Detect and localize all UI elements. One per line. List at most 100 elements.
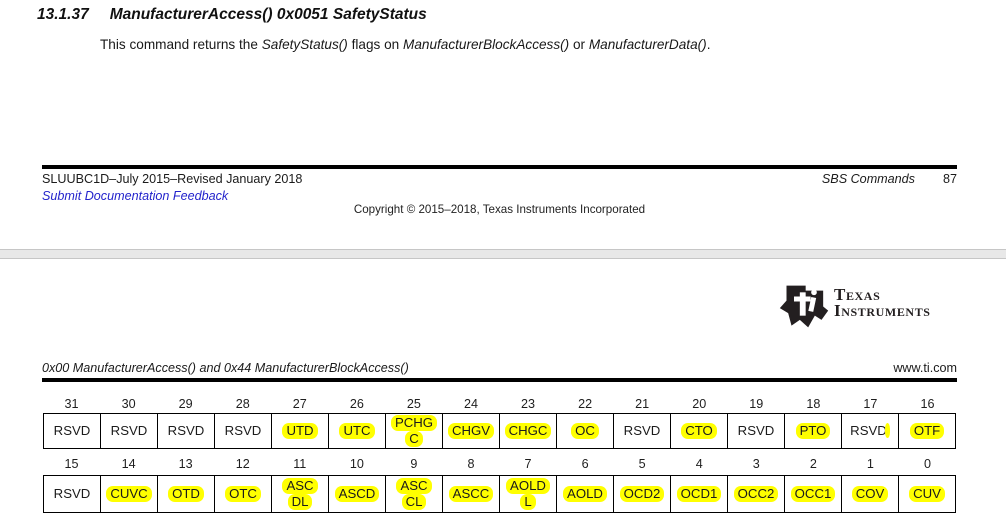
register-cell-label: RSVD (167, 423, 205, 438)
feedback-link[interactable]: Submit Documentation Feedback (42, 189, 229, 203)
body-segment: flags on (347, 37, 403, 52)
register-cell-label: ASCC (448, 486, 494, 502)
footer-rule (42, 165, 957, 169)
bit-number: 4 (695, 457, 703, 471)
ti-wordmark-line2: Instruments (834, 301, 931, 320)
register-cell-label: C (405, 431, 423, 447)
bit-number: 15 (64, 457, 79, 471)
register-cell-oc: OC (557, 413, 614, 449)
register-cell-pto: PTO (785, 413, 842, 449)
register-cell-label: OTF (909, 423, 945, 439)
register-cell-label: RSVD (110, 423, 148, 438)
bit-number: 8 (467, 457, 475, 471)
ti-website-link[interactable]: www.ti.com (893, 361, 957, 375)
register-cell-rsvd: RSVD (101, 413, 158, 449)
bit-number: 9 (410, 457, 418, 471)
register-cell-label: OC (571, 423, 599, 439)
body-segment: This command returns the (100, 37, 262, 52)
bit-number: 13 (178, 457, 193, 471)
header-commands-label: 0x00 ManufacturerAccess() and 0x44 Manuf… (42, 361, 409, 375)
bit-numbers-row-2: 15 14 13 12 11 10 9 8 7 6 5 4 3 2 1 0 (43, 456, 956, 473)
doc-revision: SLUUBC1D–July 2015–Revised January 2018 (42, 172, 303, 186)
bit-number: 2 (809, 457, 817, 471)
bit-number: 5 (638, 457, 646, 471)
body-segment: ManufacturerBlockAccess() (403, 37, 570, 52)
register-cell-label: CUV (909, 486, 945, 502)
bit-number: 27 (292, 397, 307, 411)
bit-number: 0 (923, 457, 931, 471)
register-cell-label: CL (401, 494, 427, 510)
register-cell-rsvd: RSVD (158, 413, 215, 449)
register-cell-label: DL (287, 494, 313, 510)
register-cell-occ2: OCC2 (728, 475, 785, 513)
highlight-sliver (884, 423, 890, 438)
register-cell-label: PTO (795, 423, 831, 439)
bit-numbers-row-1: 31 30 29 28 27 26 25 24 23 22 21 20 19 18 17 16 (43, 396, 956, 413)
register-cell-label: OCC2 (733, 486, 779, 502)
body-segment: . (706, 37, 711, 52)
ti-wordmark-line1: Texas (834, 285, 881, 304)
bit-number: 1 (866, 457, 874, 471)
register-cell-label: OCD2 (619, 486, 665, 502)
bit-number: 20 (692, 397, 707, 411)
register-cell-occ1: OCC1 (785, 475, 842, 513)
register-cell-pchgc: PCHG C (386, 413, 443, 449)
section-heading: 13.1.37 ManufacturerAccess() 0x0051 Safe… (37, 6, 427, 24)
register-cell-ascdl: ASC DL (272, 475, 329, 513)
bit-number: 25 (406, 397, 421, 411)
bit-number: 24 (463, 397, 478, 411)
bit-number: 21 (635, 397, 650, 411)
register-cell-label: CHGC (504, 423, 552, 439)
register-cell-ocd2: OCD2 (614, 475, 671, 513)
bit-number: 28 (235, 397, 250, 411)
bit-number: 30 (121, 397, 136, 411)
page-header-line: 0x00 ManufacturerAccess() and 0x44 Manuf… (42, 361, 957, 375)
bit-number: 26 (349, 397, 364, 411)
bit-number: 7 (524, 457, 532, 471)
register-cell-label: CUVC (106, 486, 152, 502)
register-cell-ocd1: OCD1 (671, 475, 728, 513)
register-cells-row-1: RSVD RSVD RSVD RSVD UTD UTC PCHG C CHGV CHGC OC RSV… (43, 413, 956, 449)
register-cell-label: AOLD (506, 478, 550, 494)
register-cell-label: RSVD (623, 423, 661, 438)
bit-number: 14 (121, 457, 136, 471)
register-cell-cuv: CUV (899, 475, 956, 513)
ti-logo: Texas Instruments (779, 283, 931, 330)
register-cell-cuvc: CUVC (101, 475, 158, 513)
body-paragraph: This command returns the SafetyStatus() … (100, 37, 710, 52)
ti-bug-icon (779, 283, 829, 330)
register-cell-label: OCD1 (676, 486, 722, 502)
register-cell-cto: CTO (671, 413, 728, 449)
bit-number: 17 (863, 397, 878, 411)
register-cell-chgv: CHGV (443, 413, 500, 449)
register-cell-label: RSVD (737, 423, 775, 438)
register-cell-ascc: ASCC (443, 475, 500, 513)
page-number: 87 (942, 172, 957, 186)
register-cell-label: RSVD (849, 423, 891, 439)
register-cell-otd: OTD (158, 475, 215, 513)
register-cell-label: CTO (681, 423, 717, 439)
register-cell-rsvd: RSVD (215, 413, 272, 449)
section-title: ManufacturerAccess() 0x0051 SafetyStatus (109, 6, 427, 23)
register-cell-label: OTD (168, 486, 204, 502)
register-cell-label: OTC (225, 486, 261, 502)
bit-number: 10 (349, 457, 364, 471)
bit-number: 18 (806, 397, 821, 411)
footer-row: SLUUBC1D–July 2015–Revised January 2018 … (42, 172, 957, 186)
register-table: 31 30 29 28 27 26 25 24 23 22 21 20 19 18 17 16 RSVD RSV… (43, 396, 956, 513)
register-cell-label: PCHG (390, 415, 438, 431)
chapter-label: SBS Commands (821, 172, 915, 186)
body-segment: ManufacturerData() (588, 37, 707, 52)
bit-number: 6 (581, 457, 589, 471)
register-cell-label: RSVD (53, 486, 91, 501)
bit-number: 12 (235, 457, 250, 471)
register-cell-rsvd: RSVD (614, 413, 671, 449)
register-cell-label: COV (851, 486, 889, 502)
register-cell-ascd: ASCD (329, 475, 386, 513)
register-cell-chgc: CHGC (500, 413, 557, 449)
register-cell-cov: COV (842, 475, 899, 513)
body-segment: SafetyStatus() (261, 37, 348, 52)
register-cell-rsvd: RSVD (43, 413, 101, 449)
register-cell-label: ASC (396, 478, 432, 494)
register-cell-rsvd: RSVD (43, 475, 101, 513)
